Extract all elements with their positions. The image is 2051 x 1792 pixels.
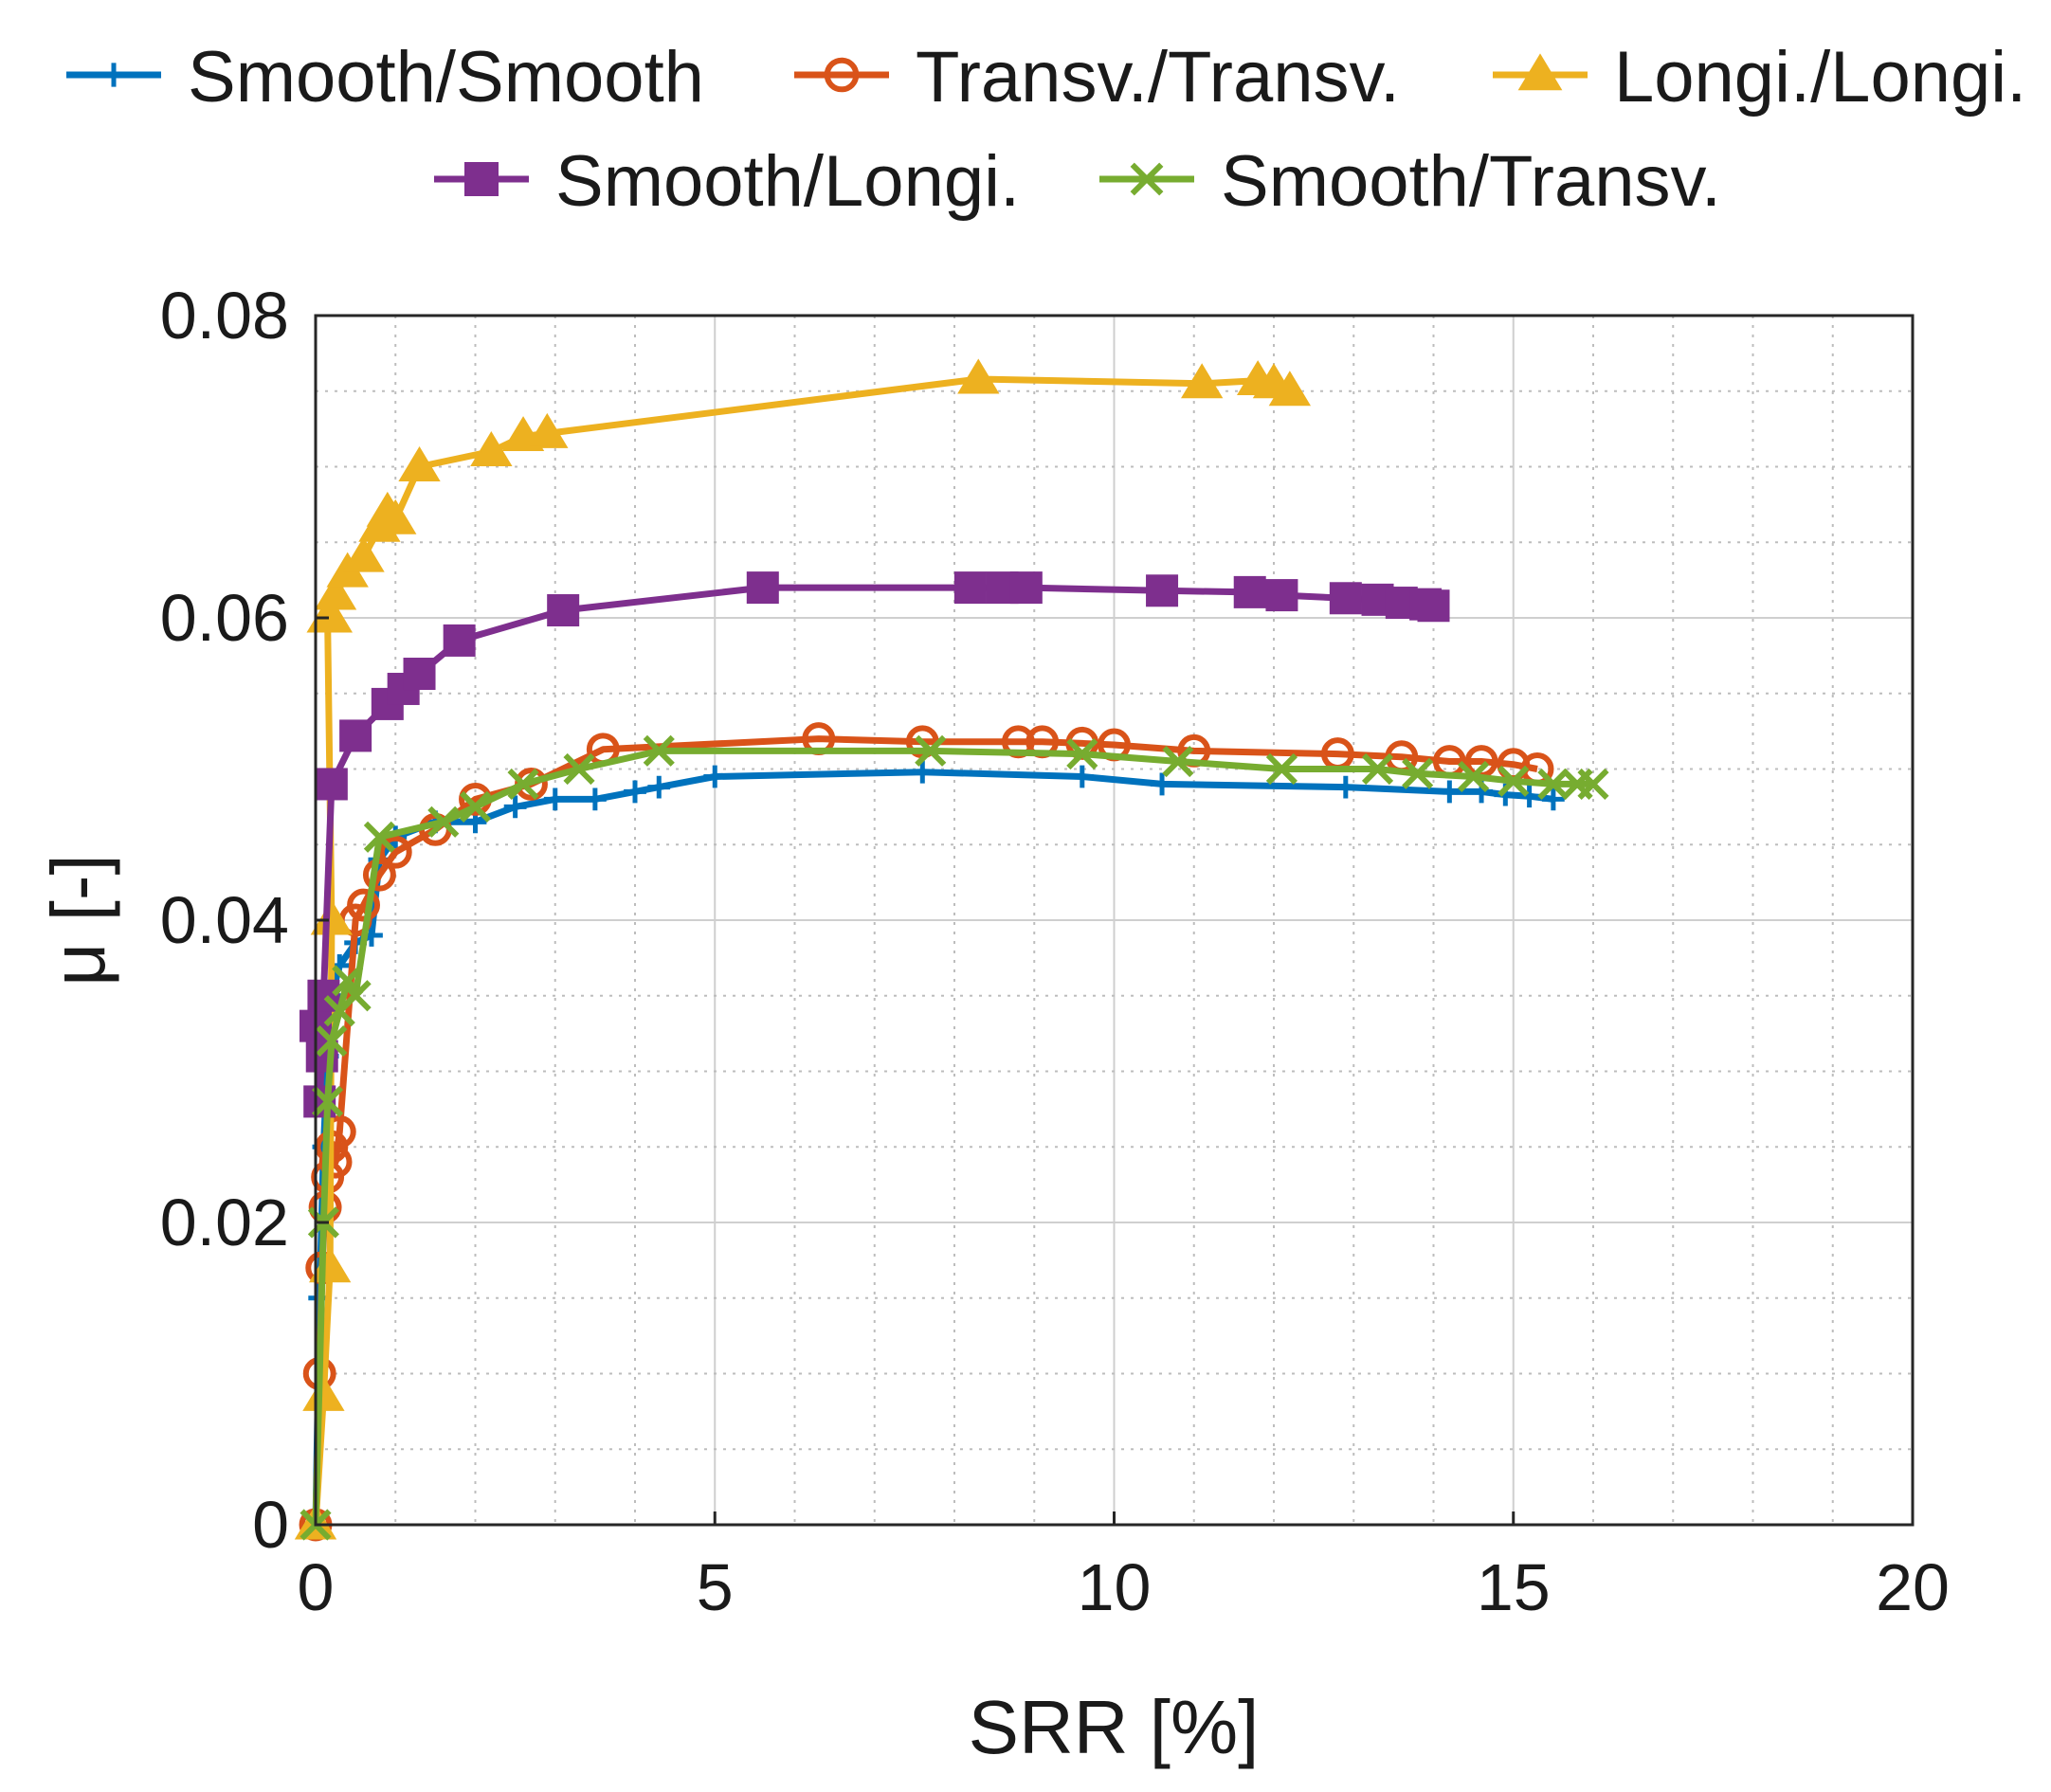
data-point-transv-transv <box>318 1145 353 1179</box>
data-point-smooth-transv <box>643 734 675 767</box>
legend-label: Smooth/Smooth <box>188 37 704 118</box>
y-tick-label: 0.08 <box>160 279 289 353</box>
data-point-smooth-transv <box>339 980 372 1012</box>
data-point-longi-longi <box>302 1375 345 1411</box>
legend-item-transv-transv: Transv./Transv. <box>794 37 1400 118</box>
data-point-smooth-transv <box>363 821 395 853</box>
legend-marker-smooth-longi <box>464 162 499 196</box>
legend-marker-smooth-smooth <box>101 63 126 87</box>
data-point-smooth-longi <box>1009 571 1043 605</box>
data-point-smooth-transv <box>507 768 539 801</box>
x-tick-label: 10 <box>1078 1550 1152 1624</box>
data-point-smooth-transv <box>316 1025 348 1058</box>
series-smooth-transv <box>299 734 1609 1541</box>
data-point-transv-transv <box>347 888 380 922</box>
data-point-smooth-smooth <box>624 780 646 804</box>
data-point-smooth-longi <box>1265 579 1298 612</box>
legend-label: Transv./Transv. <box>916 37 1400 118</box>
x-tick-label: 5 <box>697 1550 734 1624</box>
data-point-transv-transv <box>362 858 396 892</box>
data-point-smooth-smooth <box>1517 785 1541 808</box>
data-point-smooth-longi <box>443 624 476 657</box>
data-point-smooth-longi <box>403 658 436 691</box>
y-tick-label: 0.02 <box>160 1186 289 1259</box>
y-tick-label: 0.06 <box>160 581 289 655</box>
data-point-smooth-smooth <box>583 787 607 811</box>
data-point-smooth-longi <box>1233 575 1266 608</box>
legend: Smooth/Smooth Transv./Transv. Longi./Longi… <box>66 37 2026 222</box>
data-point-longi-longi <box>1181 363 1224 399</box>
data-point-smooth-transv <box>563 752 595 786</box>
data-point-longi-longi <box>1268 371 1312 407</box>
data-point-smooth-transv <box>1458 760 1490 793</box>
data-point-smooth-smooth <box>1070 765 1094 788</box>
data-point-smooth-longi <box>953 571 987 605</box>
data-point-longi-longi <box>342 536 385 572</box>
y-tick-label: 0 <box>252 1488 289 1562</box>
data-point-smooth-transv <box>459 790 492 823</box>
legend-label: Smooth/Longi. <box>555 141 1020 222</box>
series-smooth-longi <box>299 571 1450 1118</box>
data-point-longi-longi <box>374 498 417 534</box>
data-point-longi-longi <box>957 358 1000 394</box>
data-point-smooth-transv <box>1265 752 1298 786</box>
data-point-transv-transv <box>378 835 412 869</box>
data-point-smooth-transv <box>1402 757 1434 789</box>
legend-label: Longi./Longi. <box>1614 37 2026 118</box>
data-point-smooth-transv <box>1497 765 1530 797</box>
data-point-smooth-transv <box>427 805 460 838</box>
data-point-smooth-transv <box>1361 752 1394 786</box>
data-point-smooth-smooth <box>703 765 727 788</box>
x-tick-label: 0 <box>298 1550 335 1624</box>
x-tick-label: 15 <box>1477 1550 1551 1624</box>
data-point-longi-longi <box>470 431 513 466</box>
legend-marker-longi-longi <box>1517 53 1563 91</box>
data-point-smooth-smooth <box>1334 775 1357 799</box>
data-point-smooth-transv <box>332 965 364 997</box>
data-point-smooth-longi <box>746 571 779 605</box>
y-axis-title: μ [-] <box>36 854 120 986</box>
data-point-longi-longi <box>310 899 354 935</box>
y-tick-label: 0.04 <box>160 883 289 957</box>
data-point-smooth-longi <box>1417 589 1450 623</box>
data-point-smooth-smooth <box>1151 772 1173 796</box>
data-point-smooth-transv <box>915 734 947 767</box>
legend-item-longi-longi: Longi./Longi. <box>1493 37 2026 118</box>
legend-marker-transv-transv <box>824 57 860 93</box>
x-axis-title: SRR [%] <box>969 1685 1260 1769</box>
data-point-smooth-longi <box>1329 582 1362 615</box>
data-point-smooth-smooth <box>911 760 935 784</box>
data-point-smooth-smooth <box>1541 787 1565 811</box>
data-point-smooth-longi <box>547 594 580 627</box>
data-point-smooth-smooth <box>647 775 671 799</box>
legend-item-smooth-longi: Smooth/Longi. <box>434 141 1020 222</box>
data-point-smooth-smooth <box>543 787 567 811</box>
legend-item-smooth-smooth: Smooth/Smooth <box>66 37 704 118</box>
data-point-longi-longi <box>526 412 569 448</box>
data-point-smooth-longi <box>315 768 348 801</box>
legend-marker-smooth-transv <box>1130 162 1164 196</box>
data-point-smooth-transv <box>1162 745 1194 778</box>
axis-ticks: 0 5 10 15 20 0 0.02 0.04 0.06 0.08 <box>160 279 1950 1624</box>
data-point-longi-longi <box>310 597 354 633</box>
data-point-smooth-longi <box>1146 574 1179 607</box>
data-point-smooth-transv <box>1537 768 1570 801</box>
data-point-smooth-smooth <box>1438 780 1461 804</box>
data-point-smooth-transv <box>312 1085 344 1117</box>
data-point-longi-longi <box>398 446 441 481</box>
data-point-smooth-transv <box>1577 768 1609 801</box>
data-point-smooth-transv <box>1066 737 1098 770</box>
data-point-smooth-longi <box>339 719 372 752</box>
data-point-longi-longi <box>314 574 357 610</box>
legend-label: Smooth/Transv. <box>1221 141 1721 222</box>
data-point-smooth-smooth <box>503 795 527 819</box>
x-tick-label: 20 <box>1876 1550 1950 1624</box>
legend-item-smooth-transv: Smooth/Transv. <box>1099 141 1721 222</box>
